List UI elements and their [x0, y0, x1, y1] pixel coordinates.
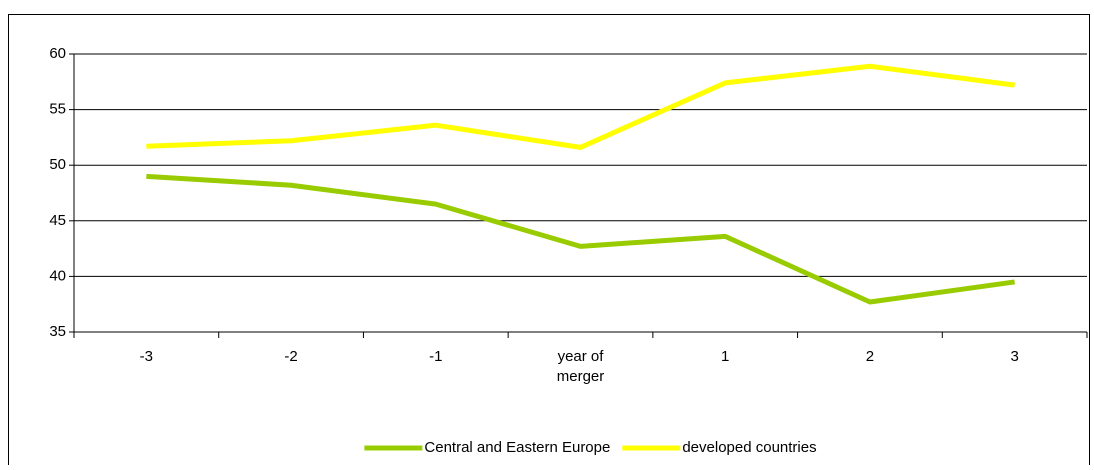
- series-line: [146, 173, 1015, 305]
- y-tick-label: 55: [49, 101, 66, 118]
- y-tick-label: 45: [49, 212, 66, 229]
- legend-label: developed countries: [682, 439, 816, 456]
- x-tick-label: 2: [866, 348, 874, 365]
- x-tick-label: -2: [284, 348, 297, 365]
- y-tick-label: 50: [49, 156, 66, 173]
- x-tick-label: 1: [721, 348, 729, 365]
- x-tick-label: 3: [1010, 348, 1018, 365]
- legend: Central and Eastern Europe developed coun…: [364, 439, 817, 456]
- x-tick-label: -1: [429, 348, 442, 365]
- y-tick-label: 60: [49, 45, 66, 62]
- y-tick-label: 40: [49, 267, 66, 284]
- y-tick-label: 35: [49, 323, 66, 340]
- x-tick-label: year of merger: [557, 348, 605, 385]
- series-line: [146, 63, 1015, 150]
- legend-label: Central and Eastern Europe: [424, 439, 610, 456]
- x-tick-label: -3: [140, 348, 153, 365]
- chart-frame: [8, 14, 1090, 467]
